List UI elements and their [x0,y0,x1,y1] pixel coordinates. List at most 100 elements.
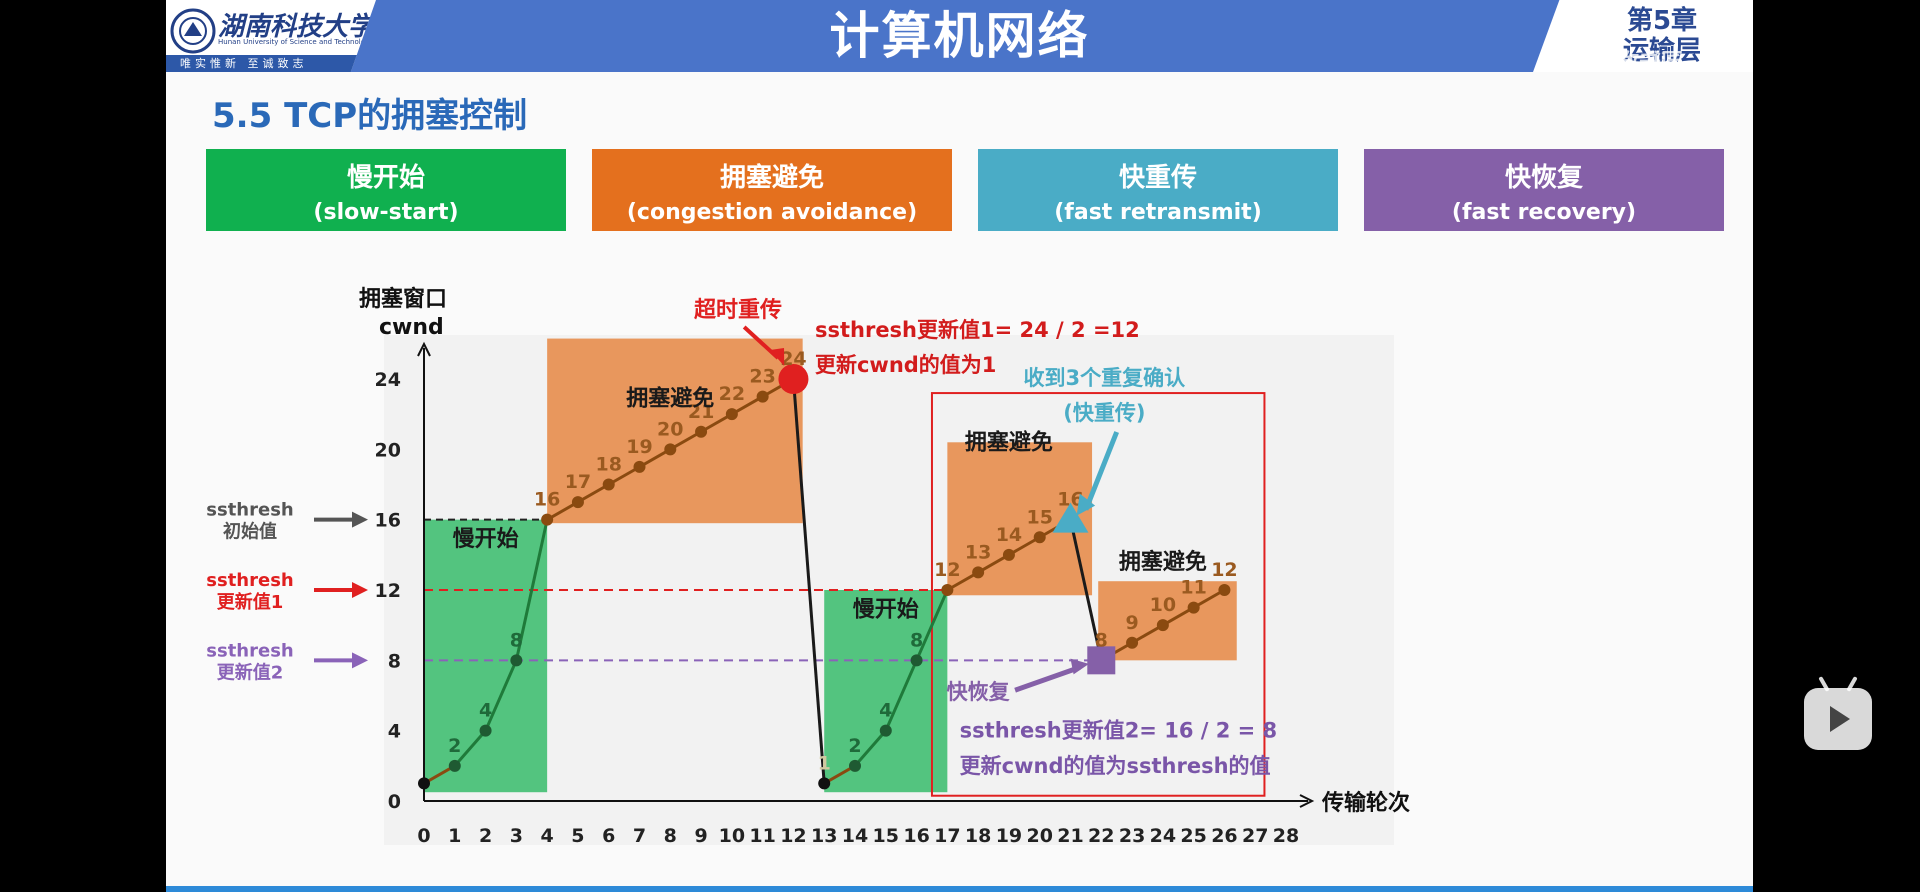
data-point [479,724,492,737]
data-point [1156,619,1169,632]
data-point [541,513,554,526]
data-segment [915,589,949,661]
x-axis-label: 传输轮次 [1321,790,1410,816]
data-segment [853,729,887,767]
data-point [633,460,646,473]
tv-antenna-left [1818,676,1830,692]
x-tick-label: 7 [633,825,646,847]
x-tick-label: 25 [1180,825,1206,847]
x-tick-label: 27 [1242,825,1268,847]
y-tick-label: 12 [375,580,401,602]
phase-label-en: (fast retransmit) [1054,200,1262,225]
data-point [849,759,861,772]
ssthresh-arrow-head [352,652,368,669]
data-point [571,496,584,509]
point-value-label: 18 [595,454,621,476]
x-tick-label: 17 [934,825,960,847]
phase-label-zh: 快恢复 [1504,163,1583,193]
point-value-label: 16 [1057,489,1083,511]
region-congestion-avoidance-3 [1098,581,1237,661]
x-tick-label: 16 [903,825,929,847]
x-tick-label: 28 [1273,825,1299,847]
data-segment [1069,519,1103,661]
point-value-label: 4 [479,700,492,722]
timeout-marker [778,364,809,394]
timeout-note: 更新cwnd的值为1 [815,353,996,377]
x-tick-label: 11 [749,825,775,847]
dupack-label: 收到3个重复确认 [1024,366,1186,390]
ssthresh-label: 更新值2 [217,661,284,683]
data-point [1033,531,1046,544]
x-tick-label: 21 [1057,825,1083,847]
y-tick-label: 0 [388,791,401,813]
y-tick-label: 16 [375,510,401,532]
fast-retransmit-marker [1052,502,1089,533]
data-point [818,777,831,790]
point-value-label: 12 [1211,559,1237,581]
data-segment [791,378,826,784]
x-tick-label: 24 [1150,825,1176,847]
x-tick-label: 18 [965,825,991,847]
fast-recovery-label: 快恢复 [947,680,1011,704]
phase-label-en: (congestion avoidance) [626,200,918,225]
x-tick-label: 10 [719,825,745,847]
x-tick-label: 15 [873,825,899,847]
data-point [418,777,430,790]
ssthresh-label: ssthresh [206,570,293,591]
region-label: 拥塞避免 [1119,549,1207,575]
university-motto: 唯实惟新 至诚致志 [166,55,370,72]
fast-recovery-note: ssthresh更新值2= 16 / 2 = 8 [960,719,1278,743]
x-tick-label: 0 [417,825,430,847]
phase-label-zh: 慢开始 [346,163,425,193]
video-progress-bar[interactable] [166,886,1753,892]
x-tick-label: 14 [842,825,868,847]
x-tick-label: 20 [1026,825,1052,847]
ssthresh-label: 初始值 [223,521,277,543]
point-value-label: 24 [780,348,806,370]
data-segment [884,659,918,732]
data-segment [484,659,518,732]
point-value-label: 8 [510,629,523,651]
section-title: 5.5 TCP的拥塞控制 [212,96,528,136]
course-title: 计算机网络 [829,7,1090,65]
chapter-name: 运输层 [1622,36,1701,66]
region-slow-start-2 [824,590,948,793]
fast-recovery-highlight-box [930,392,1266,797]
data-segment [453,729,487,767]
data-point [879,724,892,737]
y-tick-label: 8 [388,650,401,672]
timeout-arrow [742,325,780,360]
point-value-label: 16 [534,489,560,511]
dupack-label: (快重传) [1063,401,1145,425]
x-tick-label: 22 [1088,825,1114,847]
dupack-arrow [1083,431,1120,511]
x-tick-label: 8 [664,825,677,847]
data-point [725,408,738,421]
fast-recovery-marker [1087,646,1116,675]
phase-label-zh: 拥塞避免 [719,163,824,193]
chapter-label: 第5章 运输层 [1623,6,1701,66]
phase-slow-start: 慢开始 (slow-start) [206,149,566,231]
data-point [1126,636,1139,649]
region-label: 慢开始 [453,526,519,552]
slide: 湖南科技大学 Hunan University of Science and T… [166,0,1753,892]
y-axis-arrow [417,341,431,357]
ssthresh-label: ssthresh [206,640,293,661]
play-icon [1830,706,1850,732]
region-label: 拥塞避免 [965,429,1053,455]
x-tick-label: 6 [602,825,615,847]
x-tick-label: 5 [571,825,584,847]
chapter-number: 第5章 [1626,6,1698,36]
university-seal-icon [170,8,216,54]
data-point [941,584,954,596]
y-tick-label: 24 [375,369,401,391]
point-value-label: 8 [910,629,923,651]
dupack-arrow-head [1076,493,1096,516]
point-value-label: 8 [1095,629,1108,651]
x-axis-arrow [1299,794,1315,808]
x-tick-label: 4 [541,825,554,847]
y-tick-label: 4 [388,721,401,743]
y-tick-label: 20 [375,439,401,461]
bilibili-play-button[interactable] [1804,676,1872,750]
point-value-label: 4 [879,700,892,722]
